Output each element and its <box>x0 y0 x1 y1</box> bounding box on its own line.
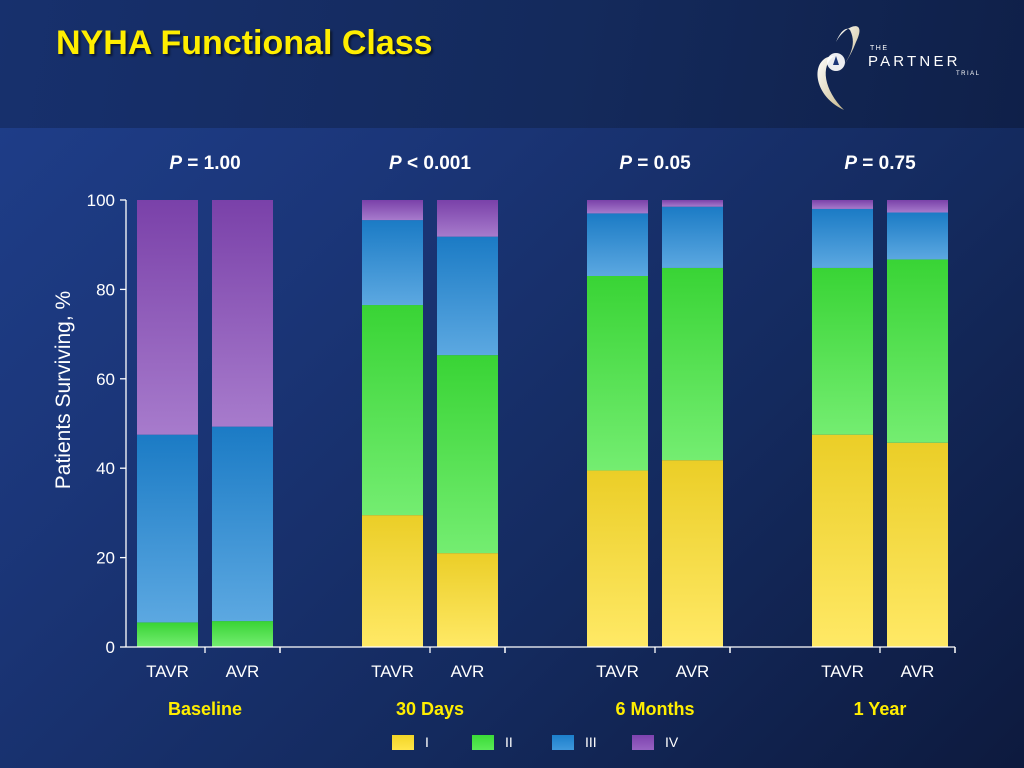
legend-label: I <box>425 734 429 750</box>
p-value-label: P < 0.001 <box>330 153 530 175</box>
legend-swatch <box>552 735 574 750</box>
group-label: 30 Days <box>395 699 465 719</box>
bar-segment-avr-4-class-i <box>437 553 498 647</box>
legend-swatch <box>392 735 414 750</box>
legend: I II III IV <box>0 733 1024 753</box>
x-tick-label-tavr: TAVR <box>371 662 414 681</box>
p-value-symbol: P <box>389 153 402 174</box>
group-label: 1 Year <box>853 699 907 719</box>
bar-segment-tavr-5-class-i <box>587 470 648 647</box>
x-tick-label-avr: AVR <box>226 662 260 681</box>
legend-swatch <box>472 735 494 750</box>
p-value-symbol: P <box>169 153 183 174</box>
logo-partner-text: PARTNER <box>868 53 961 70</box>
partner-trial-logo: THE PARTNER TRIAL <box>806 16 1006 116</box>
bar-segment-tavr-7-class-iii <box>812 208 873 268</box>
bar-segment-avr-4-class-iv <box>437 200 498 237</box>
bar-segment-tavr-7-class-i <box>812 434 873 647</box>
bar-segment-avr-6-class-iv <box>662 200 723 207</box>
p-value-label: P = 1.00 <box>105 153 305 175</box>
bar-segment-tavr-3-class-ii <box>362 305 423 516</box>
bar-segment-avr-2-class-iii <box>212 426 273 622</box>
x-tick-label-avr: AVR <box>901 662 935 681</box>
bars-layer <box>137 200 948 647</box>
p-value-text: = 0.05 <box>632 153 691 174</box>
p-value-label: P = 0.05 <box>555 153 755 175</box>
bar-segment-avr-8-class-iii <box>887 212 948 260</box>
bar-segment-avr-6-class-iii <box>662 206 723 268</box>
x-tick-label-avr: AVR <box>676 662 710 681</box>
x-tick-label-tavr: TAVR <box>146 662 189 681</box>
legend-label: II <box>505 734 513 750</box>
y-tick-label: 40 <box>96 459 115 478</box>
slide-title: NYHA Functional Class <box>56 24 433 62</box>
bar-segment-avr-4-class-iii <box>437 236 498 356</box>
bar-segment-tavr-1-class-iii <box>137 434 198 623</box>
x-tick-label-avr: AVR <box>451 662 485 681</box>
bar-segment-avr-6-class-ii <box>662 267 723 461</box>
bar-segment-avr-8-class-iv <box>887 200 948 213</box>
bar-segment-tavr-3-class-iv <box>362 200 423 221</box>
legend-label: III <box>585 734 597 750</box>
p-value-text: = 0.75 <box>857 153 916 174</box>
bar-segment-avr-8-class-i <box>887 442 948 647</box>
bar-segment-tavr-1-class-ii <box>137 622 198 647</box>
partner-trial-logo-mark <box>817 26 860 110</box>
bar-segment-avr-4-class-ii <box>437 355 498 554</box>
bar-segment-tavr-7-class-ii <box>812 267 873 435</box>
x-tick-label-tavr: TAVR <box>821 662 864 681</box>
bar-segment-avr-6-class-i <box>662 460 723 647</box>
y-axis-label: Patients Surviving, % <box>52 290 75 490</box>
bar-segment-tavr-5-class-iv <box>587 200 648 214</box>
bar-segment-tavr-5-class-ii <box>587 275 648 471</box>
p-value-symbol: P <box>619 153 633 174</box>
bar-segment-tavr-7-class-iv <box>812 200 873 209</box>
header-band <box>0 0 1024 128</box>
bar-segment-avr-2-class-ii <box>212 621 273 647</box>
y-tick-label: 80 <box>96 280 115 299</box>
bar-segment-tavr-3-class-i <box>362 515 423 647</box>
group-label: Baseline <box>167 699 243 719</box>
p-value-text: = 1.00 <box>182 153 241 174</box>
bar-segment-tavr-3-class-iii <box>362 220 423 306</box>
p-value-label: P = 0.75 <box>780 153 980 175</box>
y-tick-label: 0 <box>106 638 115 657</box>
bar-segment-tavr-1-class-iv <box>137 200 198 435</box>
group-label: 6 Months <box>615 699 695 719</box>
logo-trial-text: TRIAL <box>956 71 981 77</box>
bar-segment-avr-8-class-ii <box>887 259 948 443</box>
bar-segment-tavr-5-class-iii <box>587 213 648 276</box>
y-tick-label: 100 <box>87 191 115 210</box>
p-value-text: < 0.001 <box>401 153 471 174</box>
y-tick-label: 60 <box>96 370 115 389</box>
bar-segment-avr-2-class-iv <box>212 200 273 427</box>
legend-label: IV <box>665 734 679 750</box>
logo-the-text: THE <box>870 45 889 52</box>
x-tick-label-tavr: TAVR <box>596 662 639 681</box>
legend-swatch <box>632 735 654 750</box>
axes-layer: 0 20 40 60 80 100 TAVR AVR TAVR AVR TAVR AVR TAVR AVR <box>87 191 956 681</box>
p-value-symbol: P <box>844 153 858 174</box>
y-tick-label: 20 <box>96 549 115 568</box>
